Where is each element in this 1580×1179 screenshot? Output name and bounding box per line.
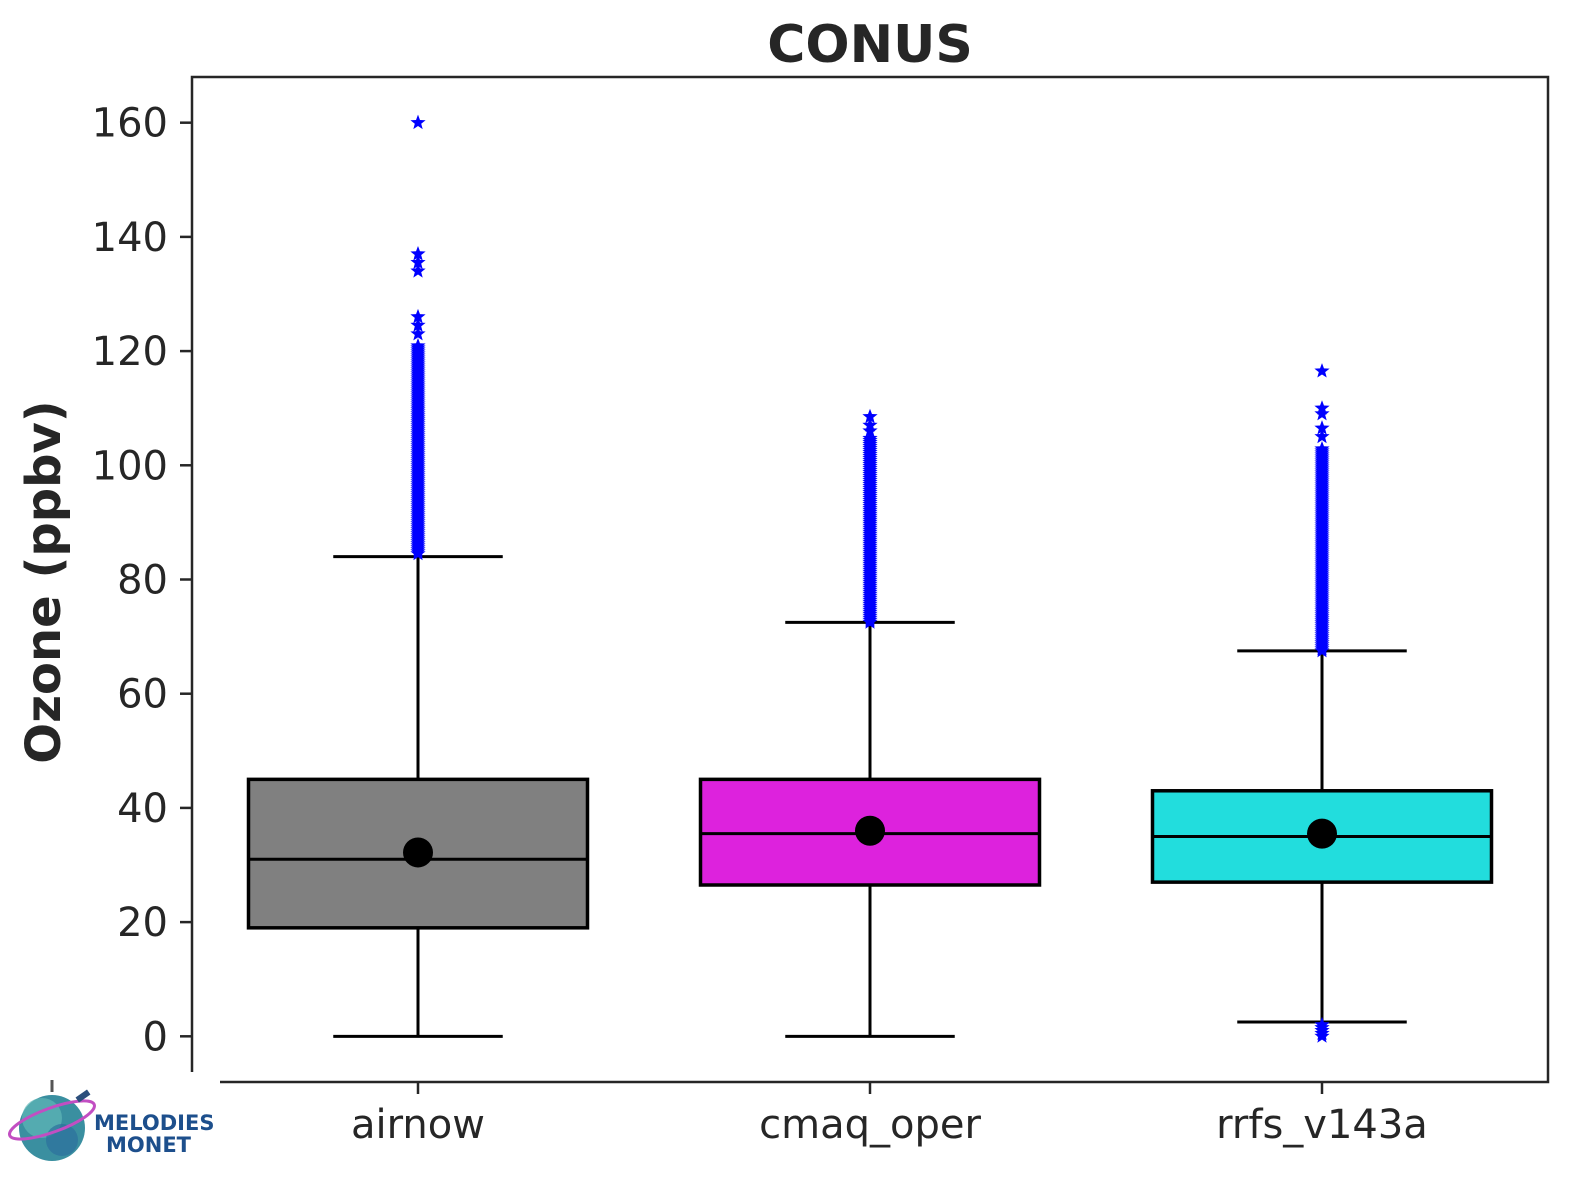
outlier-point (1314, 405, 1330, 421)
outlier-point (410, 317, 426, 332)
outlier-point (1314, 428, 1330, 444)
y-tick-label: 160 (92, 101, 168, 147)
outlier-group (862, 408, 878, 629)
box-group (246, 114, 590, 1038)
melodies-monet-logo: MELODIES MONET (8, 1072, 220, 1161)
plot-area (246, 114, 1494, 1043)
chart-title: CONUS (767, 15, 973, 75)
satellite-icon (75, 1089, 91, 1103)
outlier-point (1314, 363, 1330, 378)
outlier-point (1314, 420, 1330, 435)
outlier-point (1314, 1016, 1330, 1032)
outlier-point (862, 417, 878, 432)
y-tick-label: 140 (92, 215, 168, 261)
outlier-group (1314, 363, 1330, 1043)
y-tick-label: 20 (117, 900, 168, 946)
mean-marker (403, 837, 433, 868)
outlier-point (862, 408, 878, 424)
globe-icon (8, 1080, 96, 1161)
outlier-point (410, 337, 426, 353)
outlier-point (1314, 400, 1330, 415)
x-tick-label: cmaq_oper (759, 1102, 981, 1148)
y-axis-label: Ozone (ppbv) (16, 400, 72, 763)
outlier-point (862, 423, 878, 438)
x-tick-label: airnow (351, 1102, 485, 1148)
y-tick-label: 120 (92, 329, 168, 375)
outlier-point (1314, 441, 1330, 456)
x-tick-label: rrfs_v143a (1216, 1102, 1428, 1148)
outlier-group (410, 114, 426, 561)
logo-line-1: MELODIES (94, 1111, 214, 1135)
mean-marker (855, 815, 885, 846)
y-tick-label: 80 (117, 558, 168, 604)
x-axis: airnow cmaq_oper rrfs_v143a (351, 1082, 1428, 1148)
box-group (698, 408, 1042, 1038)
y-axis: 0 20 40 60 80 100 120 140 160 (92, 101, 192, 1060)
outlier-point (410, 246, 426, 261)
y-tick-label: 0 (143, 1014, 168, 1060)
outlier-point (410, 114, 426, 130)
outlier-point (862, 430, 878, 445)
outlier-point (410, 325, 426, 341)
outlier-point (410, 254, 426, 270)
box-group (1150, 363, 1494, 1043)
outlier-point (410, 308, 426, 324)
logo-line-2: MONET (106, 1133, 192, 1157)
y-tick-label: 40 (117, 786, 168, 832)
y-tick-label: 60 (117, 672, 168, 718)
outlier-point (410, 263, 426, 278)
mean-marker (1307, 818, 1337, 849)
y-tick-label: 100 (92, 443, 168, 489)
